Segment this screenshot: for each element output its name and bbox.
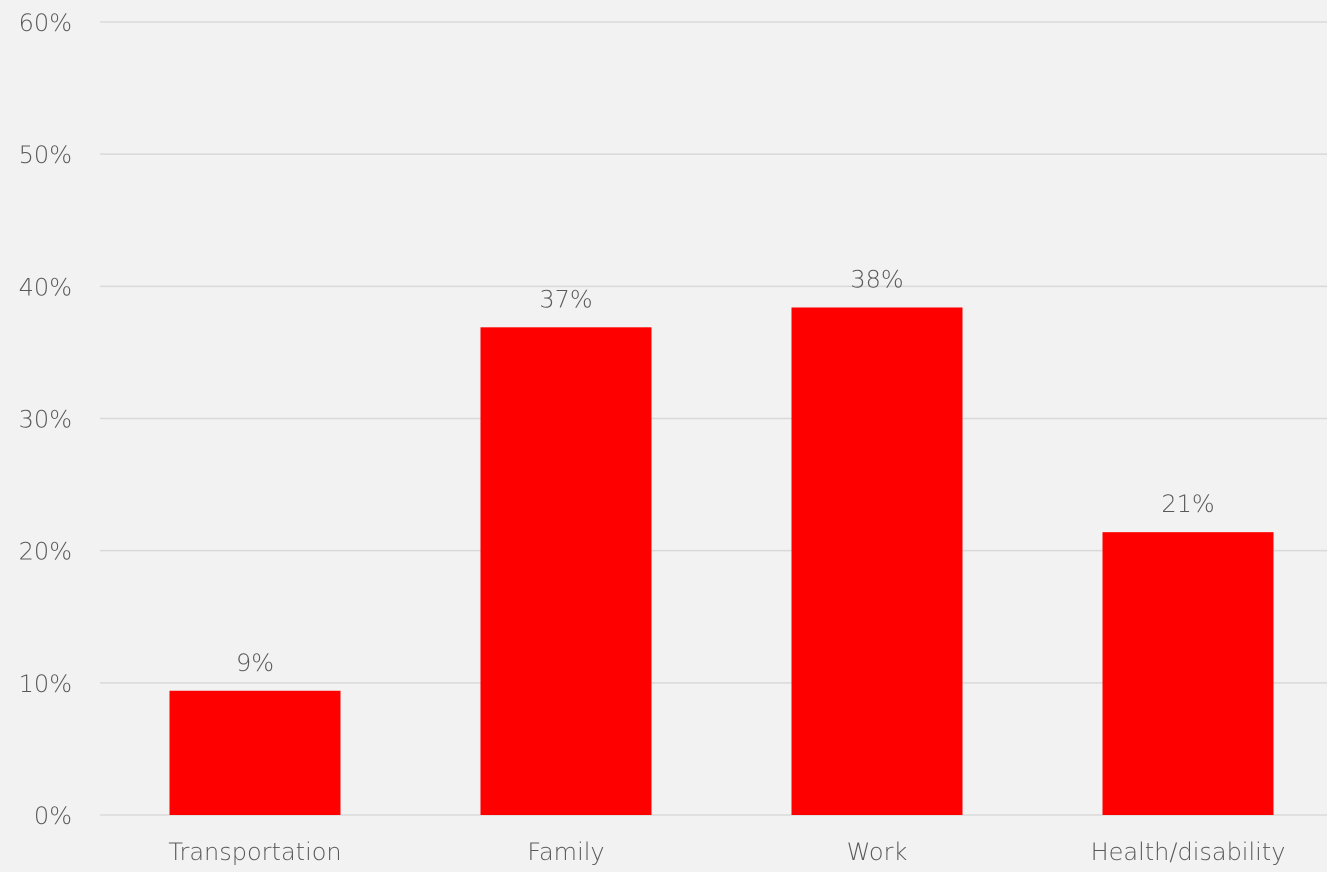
y-tick-label: 60% [19,9,72,37]
data-label: 37% [539,285,592,313]
data-label: 38% [850,265,903,293]
y-tick-label: 30% [19,406,72,434]
data-label: 21% [1161,490,1214,518]
y-tick-label: 10% [19,670,72,698]
gridlines [100,21,1327,816]
data-label: 9% [236,649,274,677]
y-tick-label: 50% [19,141,72,169]
x-tick-label: Health/disability [1091,838,1286,866]
x-tick-label: Transportation [168,838,341,866]
x-tick-label: Work [847,838,908,866]
y-tick-label: 40% [19,273,72,301]
y-tick-label: 0% [34,802,72,830]
bar-health-disability [1102,532,1274,815]
bar-transportation [169,690,341,815]
y-tick-label: 20% [19,538,72,566]
bar-family [480,327,652,815]
y-axis-tick-labels: 0% 10% 20% 30% 40% 50% 60% [19,9,72,830]
bars [169,307,1274,815]
bar-work [791,307,963,815]
data-labels: 9% 37% 38% 21% [236,265,1215,676]
x-axis-tick-labels: Transportation Family Work Health/disabilit… [168,838,1285,866]
x-tick-label: Family [527,838,604,866]
